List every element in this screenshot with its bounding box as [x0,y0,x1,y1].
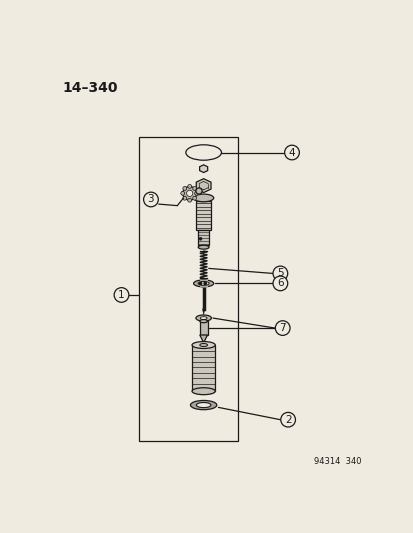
Bar [192,345,215,391]
Ellipse shape [192,387,215,394]
Circle shape [183,187,186,190]
Circle shape [275,321,290,335]
Text: 7: 7 [279,323,285,333]
Text: 94314  340: 94314 340 [313,457,361,466]
Text: 5: 5 [276,269,283,278]
Circle shape [194,191,198,195]
Text: 6: 6 [276,278,283,288]
Ellipse shape [193,194,213,202]
Circle shape [192,196,196,200]
Bar [138,137,237,441]
Circle shape [188,184,191,188]
Circle shape [204,282,206,285]
Bar [195,201,211,230]
Circle shape [284,145,299,160]
Circle shape [180,191,184,195]
Circle shape [192,187,196,190]
Ellipse shape [195,315,211,321]
Circle shape [280,413,295,427]
Text: 1: 1 [118,290,124,300]
Ellipse shape [190,400,216,410]
Ellipse shape [198,281,209,285]
Circle shape [186,190,192,196]
Ellipse shape [198,245,209,249]
Ellipse shape [193,280,213,287]
Bar [199,280,207,287]
Circle shape [195,188,202,194]
Polygon shape [202,309,204,315]
Circle shape [188,198,191,202]
Polygon shape [199,165,207,173]
Bar [198,230,209,245]
Bar [199,321,207,335]
Circle shape [143,192,158,207]
Ellipse shape [199,317,206,319]
Circle shape [199,237,202,240]
Circle shape [183,196,186,200]
Circle shape [272,276,287,290]
Text: 4: 4 [288,148,294,158]
Ellipse shape [192,342,215,349]
Circle shape [182,187,196,200]
Ellipse shape [196,402,210,408]
Circle shape [199,282,201,285]
Text: 3: 3 [147,195,154,205]
Ellipse shape [199,343,207,346]
Ellipse shape [199,320,207,322]
Text: 2: 2 [284,415,291,425]
Text: 14–340: 14–340 [62,81,118,95]
Circle shape [114,288,128,302]
Circle shape [272,266,287,281]
Polygon shape [199,335,207,343]
Polygon shape [196,179,211,192]
